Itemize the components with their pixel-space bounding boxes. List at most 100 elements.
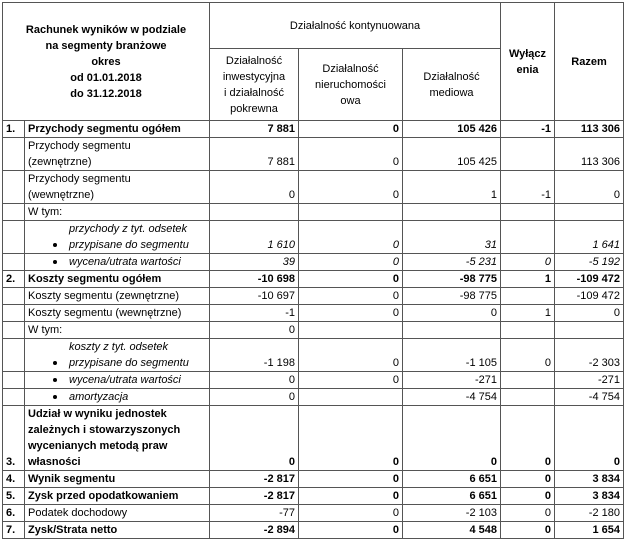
segment-table: Rachunek wyników w podziale na segmenty b… xyxy=(2,2,624,539)
value-cell: 0 xyxy=(298,504,403,522)
row-number xyxy=(2,338,25,372)
row-label: Koszty segmentu (wewnętrzne) xyxy=(24,304,210,322)
text-line: owa xyxy=(340,94,361,107)
value-cell: -1 198 xyxy=(209,338,299,372)
value-cell: 113 306 xyxy=(554,137,624,171)
header-row: Rachunek wyników w podziale na segmenty b… xyxy=(2,2,624,121)
text-line: Rachunek wyników w podziale xyxy=(25,23,187,36)
table-row: wycena/utrata wartości 39 0 -5 231 0 -5 192 xyxy=(2,253,624,271)
bullet xyxy=(53,378,57,382)
value-cell: 1 xyxy=(402,170,501,204)
value-cell: 0 xyxy=(402,304,501,322)
table-row: 4. Wynik segmentu -2 817 0 6 651 0 3 834 xyxy=(2,470,624,488)
row-label: przychody z tyt. odsetek przypisane do se… xyxy=(24,220,210,254)
value-cell: 0 xyxy=(554,304,624,322)
text-line: Razem xyxy=(571,55,607,68)
value-cell: 1 xyxy=(500,270,555,288)
row-label: Wynik segmentu xyxy=(24,470,210,488)
value-cell: -4 754 xyxy=(554,388,624,406)
text-line: Koszty segmentu ogółem xyxy=(28,273,162,285)
text-line: Wyłącz xyxy=(508,47,547,60)
table-row: 7. Zysk/Strata netto -2 894 0 4 548 0 1 654 xyxy=(2,521,624,539)
value-cell: -10 698 xyxy=(209,270,299,288)
text-line: amortyzacja xyxy=(69,391,129,403)
value-cell: 113 306 xyxy=(554,120,624,138)
value-cell: -98 775 xyxy=(402,287,501,305)
table-row: 5. Zysk przed opodatkowaniem -2 817 0 6 651 0… xyxy=(2,487,624,505)
text-line: inwestycyjna xyxy=(222,70,286,83)
value-cell xyxy=(500,287,555,305)
value-cell xyxy=(554,203,624,221)
value-cell: -77 xyxy=(209,504,299,522)
value-cell: 0 xyxy=(298,371,403,389)
value-cell: 0 xyxy=(209,405,299,471)
row-label: Koszty segmentu (zewnętrzne) xyxy=(24,287,210,305)
value-cell: 0 xyxy=(500,253,555,271)
value-cell: -4 754 xyxy=(402,388,501,406)
row-label: Koszty segmentu ogółem xyxy=(24,270,210,288)
row-label: wycena/utrata wartości xyxy=(24,253,210,271)
row-number xyxy=(2,321,25,339)
text-line: i działalność xyxy=(224,86,284,99)
value-cell: -1 xyxy=(500,170,555,204)
value-cell: 0 xyxy=(500,504,555,522)
row-label: Przychody segmentu ogółem xyxy=(24,120,210,138)
text-line: Udział w wyniku jednostek xyxy=(28,408,167,420)
table-row: 6. Podatek dochodowy -77 0 -2 103 0 -2 180 xyxy=(2,504,624,522)
value-cell: 0 xyxy=(500,405,555,471)
value-cell: -109 472 xyxy=(554,270,624,288)
table-row: Koszty segmentu (zewnętrzne) -10 697 0 -98 … xyxy=(2,287,624,305)
text-line: pokrewna xyxy=(230,102,278,115)
text-line: Koszty segmentu (zewnętrzne) xyxy=(28,290,180,302)
table-row: 1. Przychody segmentu ogółem 7 881 0 105 426… xyxy=(2,120,624,138)
row-number xyxy=(2,137,25,171)
value-cell: 0 xyxy=(298,137,403,171)
value-cell: 0 xyxy=(298,270,403,288)
column-header: Razem xyxy=(554,2,624,121)
value-cell: -1 xyxy=(500,120,555,138)
text-line: przypisane do segmentu xyxy=(69,357,189,369)
value-cell xyxy=(500,388,555,406)
text-line: (zewnętrzne) xyxy=(28,156,92,168)
value-cell: 0 xyxy=(500,338,555,372)
value-cell: 105 426 xyxy=(402,120,501,138)
table-row: W tym: xyxy=(2,203,624,221)
row-number: 1. xyxy=(2,120,25,138)
text-line: na segmenty branżowe xyxy=(45,39,167,52)
column-header: Działalność inwestycyjna i działalność pokr… xyxy=(209,48,299,121)
value-cell: -271 xyxy=(554,371,624,389)
table-row: koszty z tyt. odsetek przypisane do segme… xyxy=(2,338,624,372)
text-line: Działalność xyxy=(225,54,283,67)
row-number xyxy=(2,253,25,271)
text-line: do 31.12.2018 xyxy=(70,87,142,100)
value-cell xyxy=(500,321,555,339)
row-number xyxy=(2,170,25,204)
value-cell: -5 192 xyxy=(554,253,624,271)
text-line: Koszty segmentu (wewnętrzne) xyxy=(28,307,182,319)
text-line: własności xyxy=(28,456,81,468)
row-label: amortyzacja xyxy=(24,388,210,406)
value-cell: 39 xyxy=(209,253,299,271)
value-cell: 0 xyxy=(209,388,299,406)
value-cell: 0 xyxy=(298,338,403,372)
text-line: Zysk/Strata netto xyxy=(28,524,118,536)
value-cell: 0 xyxy=(209,170,299,204)
table-row: 3. Udział w wyniku jednostek zależnych i s… xyxy=(2,405,624,471)
value-cell: -5 231 xyxy=(402,253,501,271)
value-cell: 0 xyxy=(298,470,403,488)
value-cell: 0 xyxy=(298,287,403,305)
row-number: 2. xyxy=(2,270,25,288)
value-cell xyxy=(298,388,403,406)
text-line: Przychody segmentu xyxy=(28,140,131,152)
row-number xyxy=(2,388,25,406)
value-cell xyxy=(500,203,555,221)
row-label: Podatek dochodowy xyxy=(24,504,210,522)
value-cell: 0 xyxy=(402,405,501,471)
value-cell: 0 xyxy=(500,521,555,539)
row-number xyxy=(2,287,25,305)
value-cell: 1 641 xyxy=(554,220,624,254)
table-body: Rachunek wyników w podziale na segmenty b… xyxy=(2,2,624,539)
row-label: Przychody segmentu (wewnętrzne) xyxy=(24,170,210,204)
text-line: Podatek dochodowy xyxy=(28,507,128,519)
row-label: koszty z tyt. odsetek przypisane do segme… xyxy=(24,338,210,372)
